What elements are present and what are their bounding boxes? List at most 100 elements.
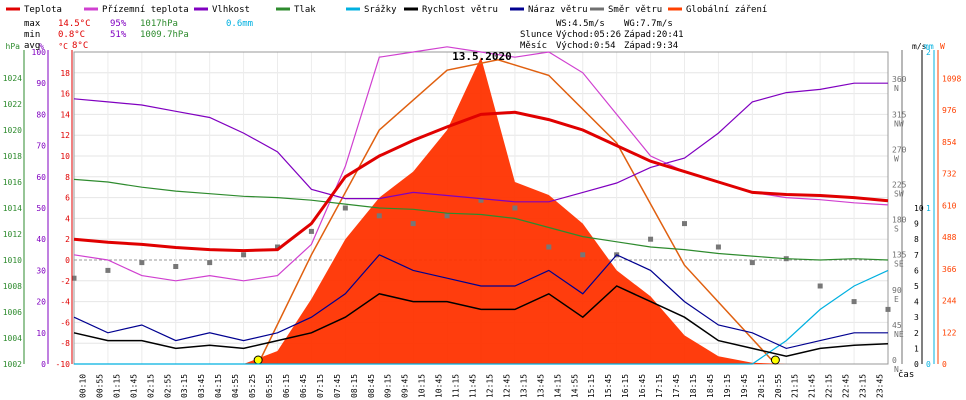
- mm-axis-unit: mm: [924, 42, 934, 51]
- mm-tick-label: 2: [926, 48, 931, 57]
- sun-marker: [253, 355, 263, 365]
- temp-tick-label: 16: [60, 90, 70, 99]
- hpa-tick-label: 1016: [3, 178, 22, 187]
- x-tick-label: 04:55: [231, 374, 240, 398]
- w-tick-label: 122: [942, 328, 957, 337]
- ms-tick-label: 4: [914, 298, 919, 307]
- x-tick-label: 05:25: [248, 374, 257, 398]
- x-tick-label: 13:45: [536, 374, 545, 398]
- ms-tick-label: 3: [914, 313, 919, 322]
- x-tick-label: 10:15: [418, 374, 427, 398]
- w-tick-label: 244: [942, 297, 957, 306]
- min-temp: 0.8°C: [58, 30, 85, 40]
- x-tick-label: 14:55: [570, 374, 579, 398]
- x-tick-label: 05:55: [265, 374, 274, 398]
- pct-tick-label: 50: [36, 204, 46, 213]
- legend-label: Náraz větru: [528, 5, 588, 15]
- w-tick-label: 0: [942, 360, 947, 369]
- x-tick-label: 23:15: [859, 374, 868, 398]
- pct-tick-label: 60: [36, 173, 46, 182]
- series-line-Tlak: [73, 178, 889, 261]
- ms-tick-label: 1: [914, 344, 919, 353]
- pct-tick-label: 10: [36, 329, 46, 338]
- wind-direction-point: [851, 299, 857, 305]
- x-tick-label: 16:45: [638, 374, 647, 398]
- x-tick-label: 08:45: [367, 374, 376, 398]
- temp-tick-label: 14: [60, 110, 70, 119]
- wind-direction-point: [749, 260, 755, 266]
- wind-dir-compass-label: S: [894, 225, 899, 234]
- wind-dir-tick-label: 180: [892, 216, 907, 225]
- hpa-tick-label: 1014: [3, 204, 22, 213]
- ms-tick-label: 6: [914, 266, 919, 275]
- x-axis-ticks: 00:10 00:55 01:15 01:45 02:15 02:55 03:15 03:45…: [78, 374, 884, 398]
- legend-label: Globální záření: [686, 5, 767, 15]
- w-tick-label: 488: [942, 233, 957, 242]
- wind-direction-point: [444, 213, 450, 219]
- x-tick-label: 04:15: [214, 374, 223, 398]
- moon-set: Západ:9:34: [624, 41, 678, 51]
- max-label: max: [24, 19, 41, 29]
- wind-dir-tick-label: 270: [892, 145, 907, 154]
- min-pressure: 1009.7hPa: [140, 30, 189, 40]
- ms-tick-label: 10: [914, 204, 924, 213]
- wind-dir-tick-label: 90: [892, 286, 902, 295]
- x-tick-label: 07:45: [333, 374, 342, 398]
- temp-tick-label: 6: [65, 194, 70, 203]
- ms-tick-label: 5: [914, 282, 919, 291]
- mm-tick-label: 1: [926, 204, 931, 213]
- x-tick-label: 09:45: [401, 374, 410, 398]
- x-tick-label: 20:55: [774, 374, 783, 398]
- legend-label: Tlak: [294, 5, 316, 15]
- pct-tick-label: 20: [36, 298, 46, 307]
- wind-direction-point: [817, 283, 823, 289]
- sun-marker: [770, 355, 780, 365]
- avg-temp: 8°C: [72, 41, 88, 51]
- x-tick-label: 01:15: [112, 374, 121, 398]
- chart-title: 13.5.2020: [452, 50, 512, 63]
- wind-direction-point: [580, 252, 586, 258]
- x-tick-label: 18:15: [689, 374, 698, 398]
- wind-direction-point: [648, 236, 654, 242]
- x-tick-label: 02:15: [146, 374, 155, 398]
- wind-dir-tick-label: 360: [892, 75, 907, 84]
- radiation-area-series: [74, 57, 888, 364]
- wind-direction-point: [71, 275, 77, 281]
- x-tick-label: 12:45: [502, 374, 511, 398]
- wind-dir-tick-label: 225: [892, 181, 907, 190]
- wind-speed-avg: WS:4.5m/s: [556, 19, 605, 29]
- x-tick-label: 03:45: [197, 374, 206, 398]
- series-lines: [73, 46, 889, 365]
- wind-direction-point: [207, 260, 213, 266]
- temp-tick-label: -6: [60, 318, 70, 327]
- x-tick-label: 17:15: [655, 374, 664, 398]
- x-tick-label: 18:45: [706, 374, 715, 398]
- sun-label: Slunce: [520, 30, 553, 40]
- mm-tick-label: 0: [926, 360, 931, 369]
- ms-tick-label: 9: [914, 220, 919, 229]
- moon-rise: Východ:0:54: [556, 41, 616, 51]
- temp-tick-label: -10: [56, 360, 71, 369]
- avg-label: avg: [24, 41, 40, 51]
- max-pressure: 1017hPa: [140, 19, 178, 29]
- wind-direction-point: [885, 306, 891, 312]
- max-rain: 0.6mm: [226, 19, 253, 29]
- pct-tick-label: 90: [36, 79, 46, 88]
- wind-direction-point: [241, 252, 247, 258]
- wind-dir-compass-label: N: [894, 365, 899, 374]
- wind-dir-tick-label: 135: [892, 251, 907, 260]
- temp-tick-label: 0: [65, 256, 70, 265]
- x-tick-label: 21:15: [791, 374, 800, 398]
- w-tick-label: 610: [942, 201, 957, 210]
- wind-dir-tick-label: 0: [892, 356, 897, 365]
- legend-label: Srážky: [364, 5, 397, 15]
- sun-set: Západ:20:41: [624, 30, 684, 40]
- max-humidity: 95%: [110, 19, 127, 29]
- w-tick-label: 854: [942, 138, 957, 147]
- wind-dir-compass-label: SW: [894, 190, 904, 199]
- x-tick-label: 10:45: [435, 374, 444, 398]
- wind-direction-point: [342, 205, 348, 211]
- ms-tick-label: 7: [914, 251, 919, 260]
- wind-direction-point: [105, 267, 111, 273]
- legend-label: Směr větru: [608, 5, 662, 15]
